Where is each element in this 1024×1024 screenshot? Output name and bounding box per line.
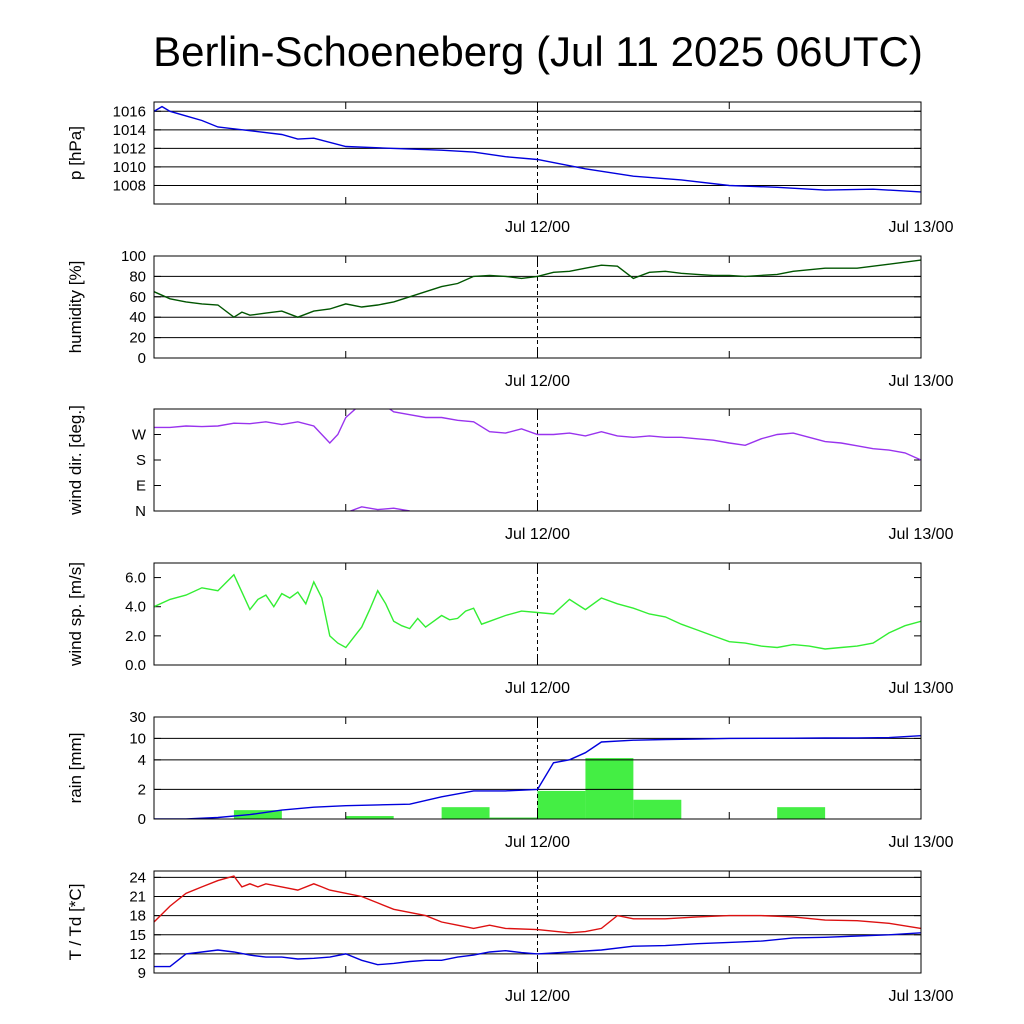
- rain-bar: [233, 810, 282, 819]
- y-tick-label: 10: [129, 730, 146, 747]
- y-tick-label: 1014: [113, 122, 146, 139]
- y-tick-label: 1012: [113, 140, 146, 157]
- x-tick-label: Jul 13/00: [889, 680, 954, 697]
- y-tick-label: 18: [129, 908, 146, 925]
- rain-bar: [345, 816, 394, 819]
- y-tick-label: 30: [129, 709, 146, 726]
- rain-bar: [585, 758, 634, 819]
- series-line: [154, 409, 921, 461]
- rain-bar: [489, 817, 538, 819]
- panel-frame: [153, 870, 922, 974]
- y-tick-label: 1016: [113, 103, 146, 120]
- y-tick-label: 12: [129, 946, 146, 963]
- x-tick-label: Jul 13/00: [889, 373, 954, 390]
- x-tick-label: Jul 13/00: [889, 834, 954, 851]
- series-line: [154, 932, 921, 968]
- y-tick-label: 20: [129, 330, 146, 347]
- series-line: [154, 259, 921, 319]
- series-line: [154, 573, 921, 650]
- panel-frame: [153, 101, 922, 205]
- x-tick-label: Jul 12/00: [505, 680, 570, 697]
- series-line: [154, 875, 921, 934]
- rain-bar: [441, 807, 490, 819]
- y-tick-label: 4: [138, 752, 146, 769]
- x-tick-label: Jul 12/00: [505, 373, 570, 390]
- rain-bar: [777, 807, 826, 819]
- y-tick-label: 6.0: [125, 570, 146, 587]
- series-line: [154, 105, 921, 193]
- y-tick-label: 9: [138, 965, 146, 982]
- y-tick-label: 80: [129, 268, 146, 285]
- y-tick-label: 0.0: [125, 657, 146, 674]
- series-line: [154, 735, 921, 819]
- y-tick-label: 1010: [113, 159, 146, 176]
- series-line: [350, 506, 410, 511]
- y-tick-label: E: [136, 478, 146, 495]
- y-tick-label: 100: [121, 248, 146, 265]
- x-tick-label: Jul 13/00: [889, 526, 954, 543]
- y-tick-label: W: [132, 427, 147, 444]
- y-tick-label: 1008: [113, 177, 146, 194]
- y-axis-label: wind sp. [m/s]: [66, 562, 85, 667]
- y-tick-label: 0: [138, 350, 146, 367]
- y-axis-label: T / Td [*C]: [66, 884, 85, 961]
- y-tick-label: 15: [129, 927, 146, 944]
- rain-bar: [633, 799, 682, 819]
- y-tick-label: 40: [129, 309, 146, 326]
- x-tick-label: Jul 12/00: [505, 834, 570, 851]
- y-tick-label: N: [135, 503, 146, 520]
- y-tick-label: 0: [138, 811, 146, 828]
- y-tick-label: 2.0: [125, 628, 146, 645]
- panel-frame: [153, 562, 922, 666]
- y-axis-label: rain [mm]: [66, 733, 85, 804]
- chart-title: Berlin-Schoeneberg (Jul 11 2025 06UTC): [153, 28, 923, 75]
- y-axis-label: p [hPa]: [66, 126, 85, 180]
- y-tick-label: S: [136, 452, 146, 469]
- y-axis-label: wind dir. [deg.]: [66, 405, 85, 516]
- x-tick-label: Jul 13/00: [889, 988, 954, 1005]
- y-tick-label: 60: [129, 289, 146, 306]
- x-tick-label: Jul 12/00: [505, 988, 570, 1005]
- panel-frame: [153, 716, 922, 820]
- x-tick-label: Jul 13/00: [889, 219, 954, 236]
- panel-frame: [153, 408, 922, 512]
- panel-frame: [153, 255, 922, 359]
- y-tick-label: 24: [129, 869, 146, 886]
- x-tick-label: Jul 12/00: [505, 219, 570, 236]
- y-tick-label: 2: [138, 781, 146, 798]
- rain-bar: [537, 790, 586, 819]
- x-tick-label: Jul 12/00: [505, 526, 570, 543]
- y-tick-label: 21: [129, 889, 146, 906]
- y-axis-label: humidity [%]: [66, 261, 85, 354]
- y-tick-label: 4.0: [125, 599, 146, 616]
